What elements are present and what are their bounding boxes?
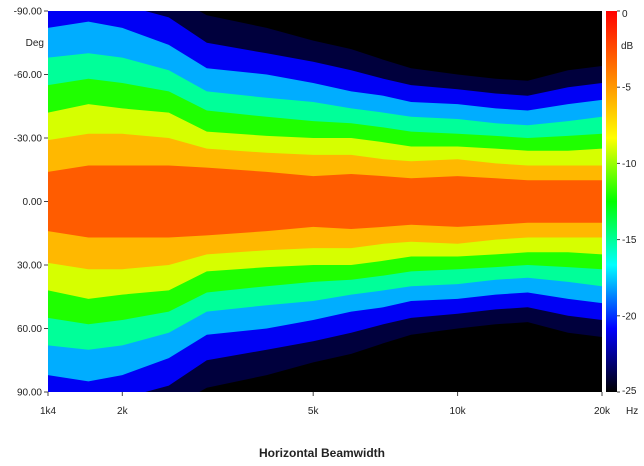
- y-tick-label: -30.00: [14, 134, 43, 145]
- x-axis: 1k4 2k 5k 10k 20k: [40, 392, 611, 417]
- y-tick-label: 90.00: [17, 388, 42, 399]
- y-tick-label: 60.00: [17, 324, 42, 335]
- colorbar-tick-label: -25: [622, 386, 637, 397]
- colorbar: [606, 11, 617, 392]
- colorbar-axis: 0 -5 -10 -15 -20 -25: [617, 9, 637, 397]
- x-tick-label: 10k: [450, 406, 467, 417]
- heatmap-bands: [48, 11, 602, 392]
- x-axis-unit: Hz: [626, 406, 638, 417]
- x-tick-label: 1k4: [40, 406, 57, 417]
- colorbar-tick-label: 0: [622, 9, 628, 20]
- y-tick-label: -60.00: [14, 70, 43, 81]
- colorbar-tick-label: -10: [622, 159, 637, 170]
- y-tick-label: 30.00: [17, 261, 42, 272]
- y-axis-unit: Deg: [26, 38, 44, 49]
- x-tick-label: 5k: [308, 406, 320, 417]
- colorbar-tick-label: -5: [622, 83, 631, 94]
- chart-title: Horizontal Beamwidth: [258, 446, 385, 460]
- colorbar-tick-label: -15: [622, 235, 637, 246]
- x-tick-label: 20k: [594, 406, 611, 417]
- y-axis: -90.00 -60.00 -30.00 0.00 30.00 60.00 90.00: [14, 7, 48, 399]
- colorbar-unit: dB: [621, 41, 634, 52]
- x-tick-label: 2k: [117, 406, 129, 417]
- contour-band: [48, 165, 602, 238]
- colorbar-tick-label: -20: [622, 311, 637, 322]
- y-tick-label: -90.00: [14, 7, 43, 18]
- y-tick-label: 0.00: [23, 197, 43, 208]
